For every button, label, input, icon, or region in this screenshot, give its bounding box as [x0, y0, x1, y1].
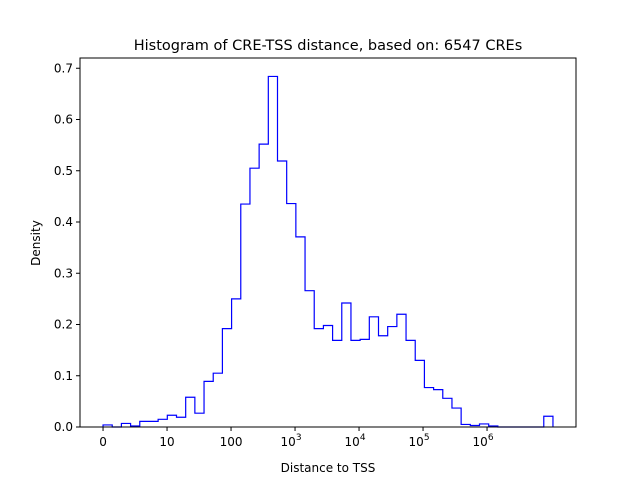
histogram-bin — [277, 161, 286, 427]
histogram-bin — [360, 339, 369, 427]
histogram-bin — [544, 416, 553, 427]
histogram-bin — [443, 398, 452, 427]
histogram-bin — [176, 417, 185, 427]
y-tick-label: 0.7 — [54, 61, 73, 75]
histogram-bin — [149, 421, 158, 427]
histogram-bin — [388, 327, 397, 427]
x-axis-label: Distance to TSS — [281, 461, 376, 475]
histogram-bin — [415, 360, 424, 427]
x-tick-label: 106 — [473, 433, 494, 449]
histogram-bin — [195, 413, 204, 427]
histogram-bin — [323, 326, 332, 427]
histogram-bin — [287, 204, 296, 427]
histogram-bin — [333, 340, 342, 427]
histogram-bin — [241, 204, 250, 427]
histogram-bin — [222, 329, 231, 427]
histogram-bin — [452, 408, 461, 427]
y-tick-label: 0.4 — [54, 215, 73, 229]
x-tick-label: 104 — [345, 433, 366, 449]
y-tick-label: 0.1 — [54, 369, 73, 383]
y-tick-label: 0.0 — [54, 420, 73, 434]
histogram-bin — [259, 144, 268, 427]
y-tick-label: 0.2 — [54, 318, 73, 332]
histogram-bin — [268, 76, 277, 427]
histogram-bin — [250, 168, 259, 427]
histogram-bin — [424, 388, 433, 427]
histogram-bin — [213, 373, 222, 427]
histogram-bin — [379, 336, 388, 427]
y-tick-label: 0.5 — [54, 164, 73, 178]
histogram-bin — [296, 237, 305, 427]
x-tick-label: 103 — [281, 433, 302, 449]
histogram-bin — [434, 390, 443, 427]
x-tick-label: 10 — [159, 435, 174, 449]
histogram-bin — [232, 299, 241, 427]
x-tick-label: 105 — [409, 433, 430, 449]
x-tick-label: 0 — [99, 435, 107, 449]
histogram-bin — [186, 397, 195, 427]
chart-title: Histogram of CRE-TSS distance, based on:… — [134, 38, 523, 54]
histogram-bin — [369, 317, 378, 427]
y-tick-label: 0.6 — [54, 113, 73, 127]
histogram-bin — [406, 340, 415, 427]
histogram-bin — [140, 421, 149, 427]
x-tick-label: 100 — [220, 435, 243, 449]
histogram-steps — [102, 75, 554, 428]
y-axis-label: Density — [29, 220, 43, 266]
histogram-bin — [305, 291, 314, 427]
histogram-bin — [351, 340, 360, 427]
histogram-bin — [204, 381, 213, 427]
histogram-bin — [121, 423, 130, 427]
histogram-bin — [342, 303, 351, 427]
histogram-bin — [167, 415, 176, 427]
y-tick-label: 0.3 — [54, 266, 73, 280]
plot-frame — [79, 57, 577, 428]
histogram-bin — [158, 419, 167, 427]
histogram-bin — [397, 314, 406, 427]
histogram-bin — [314, 329, 323, 427]
